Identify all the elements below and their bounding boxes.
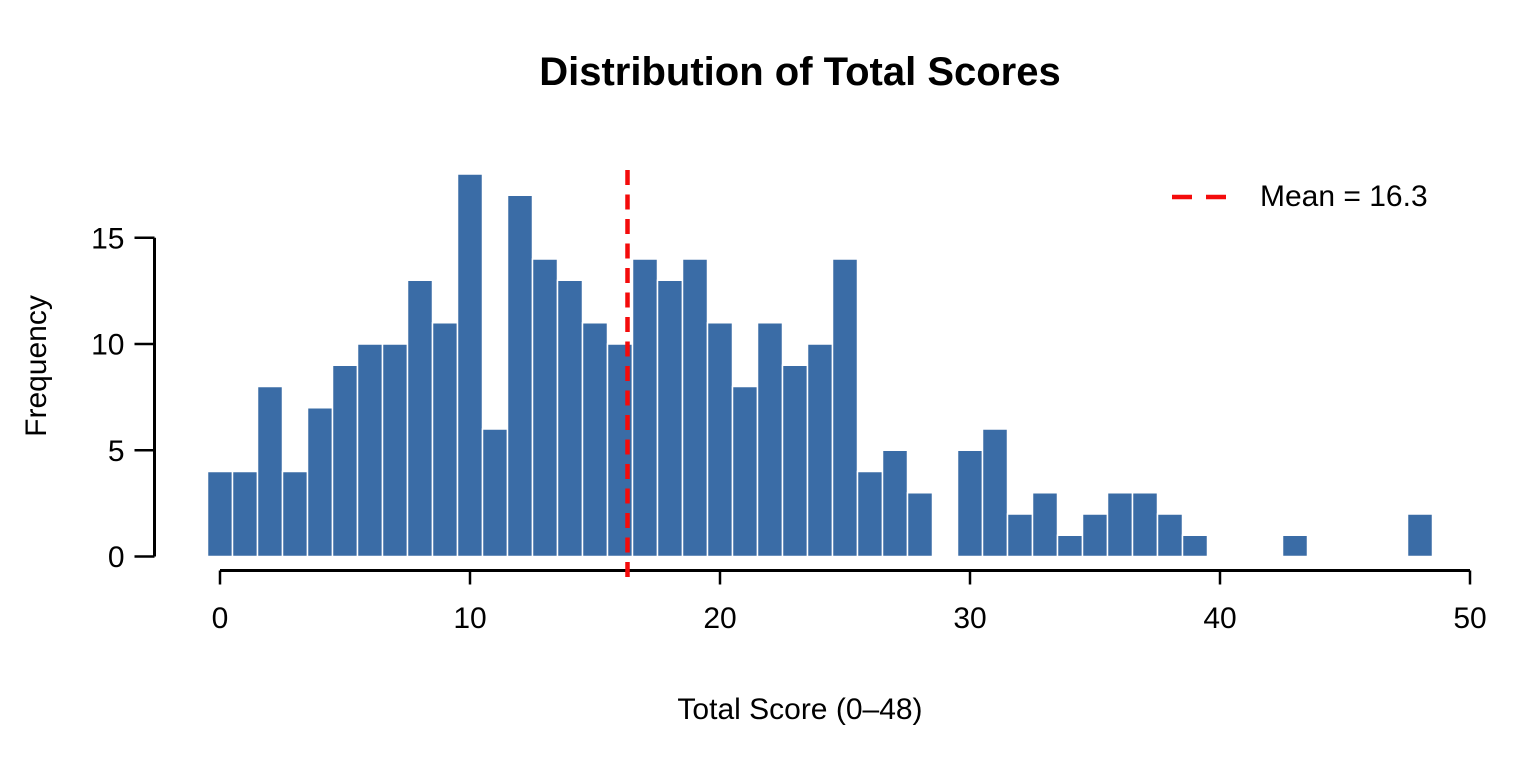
histogram-bar bbox=[331, 364, 359, 558]
histogram-bar bbox=[581, 322, 609, 558]
y-tick-label: 10 bbox=[91, 329, 124, 362]
x-tick-label: 40 bbox=[1203, 602, 1236, 635]
x-tick-label: 30 bbox=[953, 602, 986, 635]
x-tick-label: 50 bbox=[1453, 602, 1486, 635]
legend-dash-icon bbox=[1172, 194, 1227, 200]
histogram-bar bbox=[706, 322, 734, 558]
histogram-bar bbox=[1006, 513, 1034, 558]
x-tick-label: 10 bbox=[453, 602, 486, 635]
histogram-bar bbox=[906, 492, 934, 558]
histogram-bar bbox=[381, 343, 409, 558]
legend: Mean = 16.3 bbox=[1172, 180, 1428, 214]
y-tick-label: 5 bbox=[108, 435, 125, 468]
histogram-bar bbox=[1106, 492, 1134, 558]
histogram-bar bbox=[1056, 534, 1084, 558]
histogram-bar bbox=[206, 470, 234, 558]
histogram-bar bbox=[1131, 492, 1159, 558]
histogram-bar bbox=[881, 449, 909, 558]
y-tick-label: 15 bbox=[91, 222, 124, 255]
histogram-bar bbox=[531, 258, 559, 558]
histogram-bar bbox=[231, 470, 259, 558]
histogram-bar bbox=[481, 428, 509, 558]
histogram-bar bbox=[731, 385, 759, 558]
histogram-bar bbox=[956, 449, 984, 558]
histogram-bar bbox=[631, 258, 659, 558]
histogram-bar bbox=[1406, 513, 1434, 558]
histogram-bar bbox=[356, 343, 384, 558]
chart-title: Distribution of Total Scores bbox=[539, 50, 1061, 94]
histogram-bar bbox=[1156, 513, 1184, 558]
histogram-bar bbox=[781, 364, 809, 558]
histogram-bar bbox=[1081, 513, 1109, 558]
histogram-bar bbox=[456, 173, 484, 558]
x-tick-label: 0 bbox=[212, 602, 229, 635]
histogram-bar bbox=[306, 407, 334, 558]
histogram-bar bbox=[1031, 492, 1059, 558]
histogram-bar bbox=[281, 470, 309, 558]
histogram-bar bbox=[856, 470, 884, 558]
y-axis: 0 5 10 15 bbox=[91, 222, 156, 574]
bars-group bbox=[206, 173, 1434, 558]
histogram-bar bbox=[556, 279, 584, 558]
histogram-bar bbox=[806, 343, 834, 558]
histogram-bar bbox=[431, 322, 459, 558]
y-tick-label: 0 bbox=[108, 541, 125, 574]
histogram-bar bbox=[981, 428, 1009, 558]
histogram-bar bbox=[656, 279, 684, 558]
histogram-bar bbox=[1181, 534, 1209, 558]
legend-label: Mean = 16.3 bbox=[1260, 180, 1428, 213]
histogram-bar bbox=[681, 258, 709, 558]
histogram-bar bbox=[506, 194, 534, 558]
histogram-bar bbox=[831, 258, 859, 558]
x-tick-label: 20 bbox=[703, 602, 736, 635]
x-axis-label: Total Score (0–48) bbox=[677, 693, 923, 726]
histogram-bar bbox=[256, 385, 284, 558]
histogram-bar bbox=[756, 322, 784, 558]
histogram-bar bbox=[1281, 534, 1309, 558]
x-axis: 0 10 20 30 40 50 bbox=[212, 569, 1487, 635]
y-axis-label: Frequency bbox=[20, 295, 53, 437]
histogram-bar bbox=[406, 279, 434, 558]
